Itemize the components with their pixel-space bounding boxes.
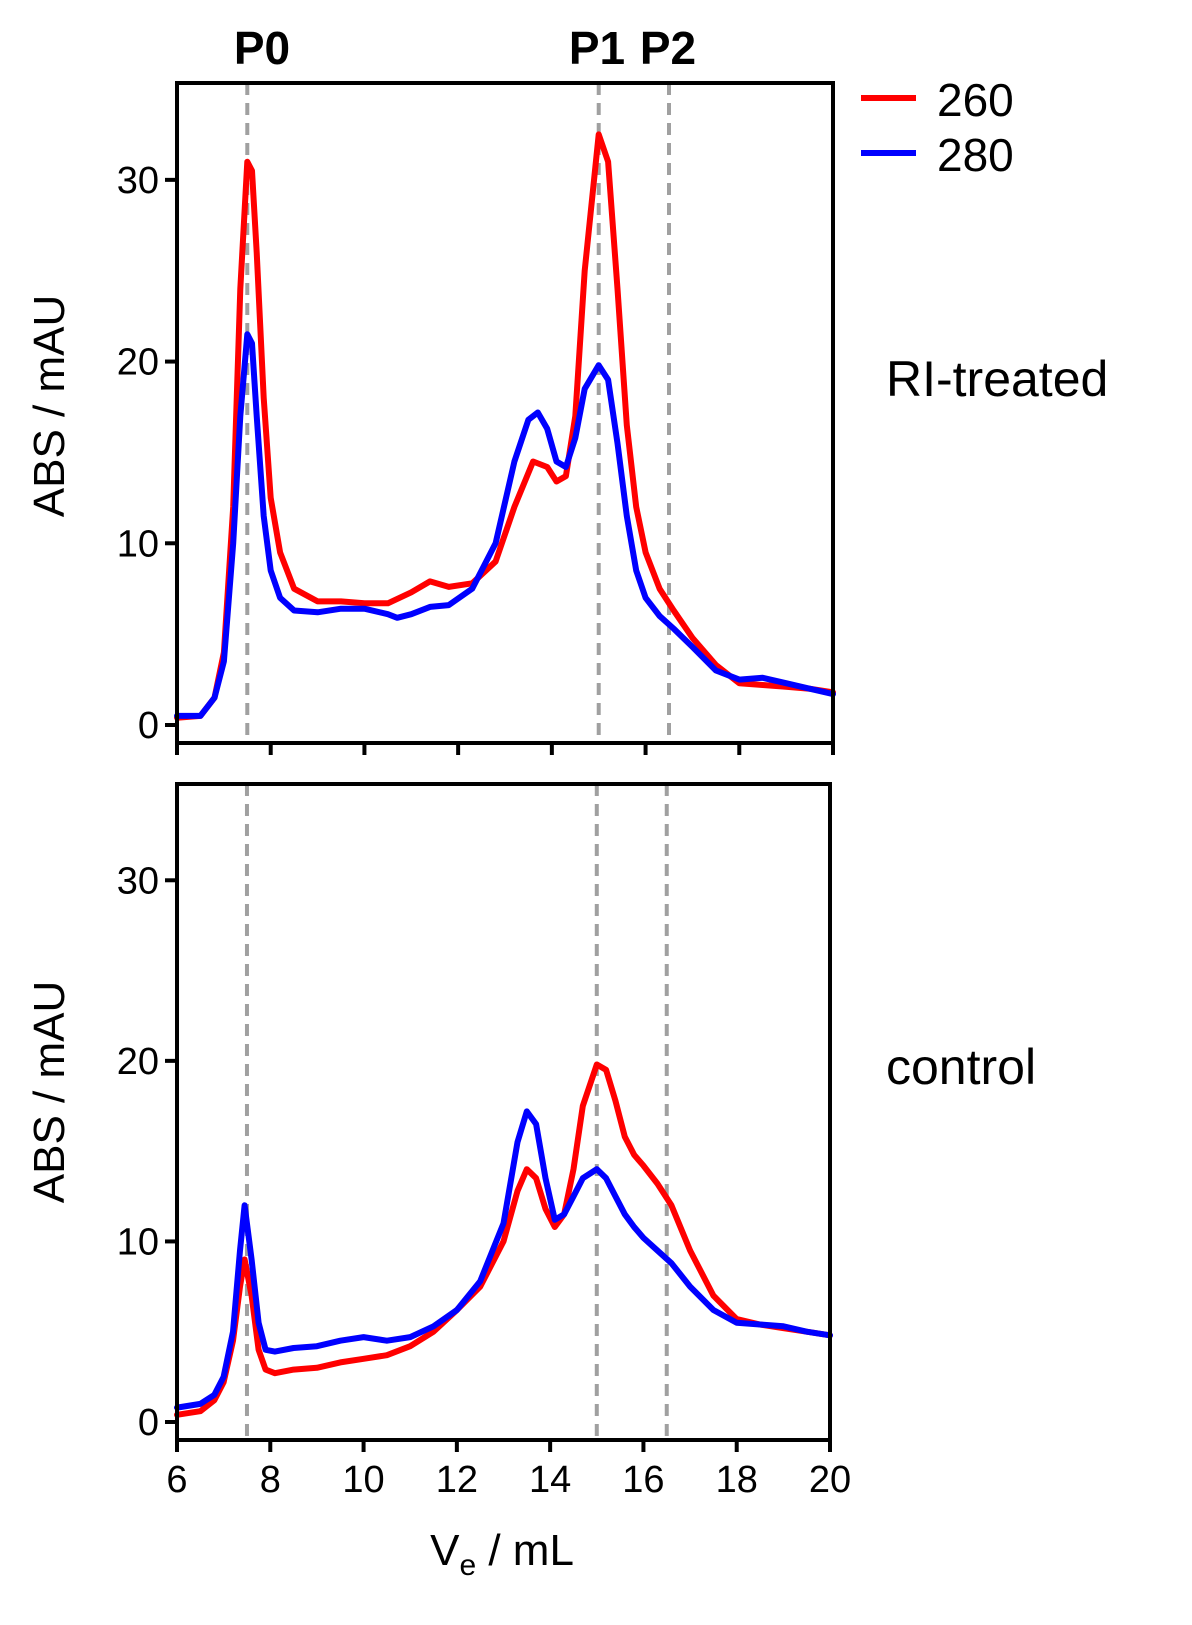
x-tick-label-8: 8 (260, 1459, 281, 1501)
x-axis-title-subscript: e (459, 1549, 476, 1582)
x-axis-title: Ve / mL (430, 1526, 574, 1582)
x-tick-label-16: 16 (622, 1459, 664, 1501)
legend-label-280: 280 (937, 129, 1014, 181)
y-tick-label-20: 20 (117, 342, 159, 384)
panel-ri-treated: 0 10 20 30 (117, 81, 836, 755)
x-tick-label-10: 10 (342, 1459, 384, 1501)
y-tick-label-0: 0 (138, 1402, 159, 1444)
legend-label-260: 260 (937, 74, 1014, 126)
series-line-280 (174, 331, 836, 719)
y-axis-title-bottom: ABS / mAU (25, 981, 74, 1204)
panel-control: 0 10 20 30 6 8 10 12 14 16 18 20 (117, 782, 851, 1501)
panel-label-control: control (886, 1039, 1036, 1095)
peak-label-p0: P0 (234, 22, 290, 74)
plot-frame (175, 81, 835, 745)
x-axis-title-main: V (430, 1526, 460, 1575)
x-tick-label-18: 18 (716, 1459, 758, 1501)
y-tick-label-10: 10 (117, 1221, 159, 1263)
peak-label-p2: P2 (640, 22, 696, 74)
legend: 260 280 (861, 74, 1014, 181)
y-tick-label-10: 10 (117, 523, 159, 565)
x-tick-label-20: 20 (809, 1459, 851, 1501)
y-tick-label-30: 30 (117, 160, 159, 202)
y-axis-title-top: ABS / mAU (25, 295, 74, 518)
series-line-260 (174, 131, 836, 721)
y-tick-label-0: 0 (138, 705, 159, 747)
x-tick-label-14: 14 (529, 1459, 571, 1501)
panel-label-ri-treated: RI-treated (886, 351, 1108, 407)
series-line-280 (174, 1108, 833, 1411)
plot-frame (175, 782, 832, 1442)
x-tick-label-6: 6 (166, 1459, 187, 1501)
peak-label-p1: P1 (569, 22, 625, 74)
x-tick-label-12: 12 (436, 1459, 478, 1501)
series-line-260 (174, 1061, 833, 1418)
x-axis-title-rest: / mL (476, 1526, 574, 1575)
y-tick-label-20: 20 (117, 1041, 159, 1083)
y-tick-label-30: 30 (117, 860, 159, 902)
